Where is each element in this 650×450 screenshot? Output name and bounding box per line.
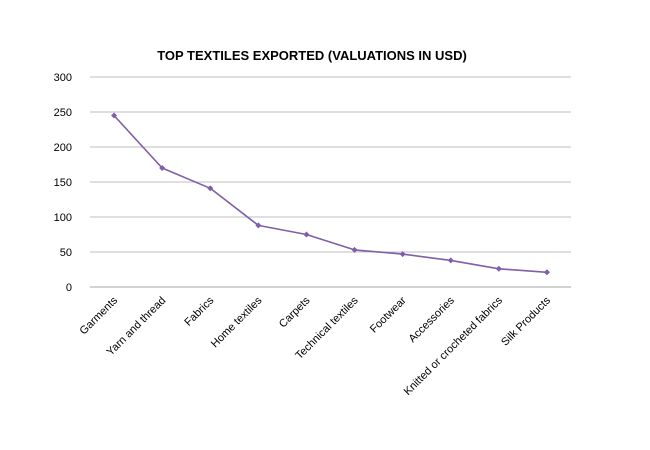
data-point: [207, 185, 214, 192]
x-tick-label: Silk Products: [499, 294, 553, 348]
data-point: [351, 246, 358, 253]
data-point: [495, 265, 502, 272]
y-tick-label: 200: [54, 142, 72, 154]
y-tick-label: 100: [54, 212, 72, 224]
x-tick-label: Accessories: [406, 294, 457, 345]
data-point: [159, 165, 166, 171]
data-point: [399, 251, 406, 258]
data-point: [303, 231, 310, 238]
data-point: [447, 257, 454, 264]
x-tick-label: Carpets: [277, 294, 313, 330]
y-tick-labels: 0 50 100 150 200 250 300: [54, 72, 72, 294]
chart-title: TOP TEXTILES EXPORTED (VALUATIONS IN USD…: [157, 48, 467, 63]
data-point: [111, 112, 118, 119]
series: [111, 112, 550, 276]
x-tick-label: Fabrics: [182, 294, 216, 328]
x-tick-label: Garments: [78, 294, 121, 337]
x-tick-label: Knitted or crocheted fabrics: [402, 294, 506, 398]
y-tick-label: 300: [54, 72, 72, 84]
data-point: [255, 222, 262, 229]
y-tick-label: 50: [60, 247, 72, 259]
y-tick-label: 0: [66, 282, 72, 294]
series-line: [113, 114, 548, 274]
y-tick-label: 250: [54, 107, 72, 119]
x-tick-label: Home textiles: [209, 294, 265, 350]
gridlines: [90, 76, 571, 253]
y-tick-label: 150: [54, 177, 72, 189]
data-point: [543, 269, 550, 276]
x-tick-label: Footwear: [368, 294, 409, 335]
